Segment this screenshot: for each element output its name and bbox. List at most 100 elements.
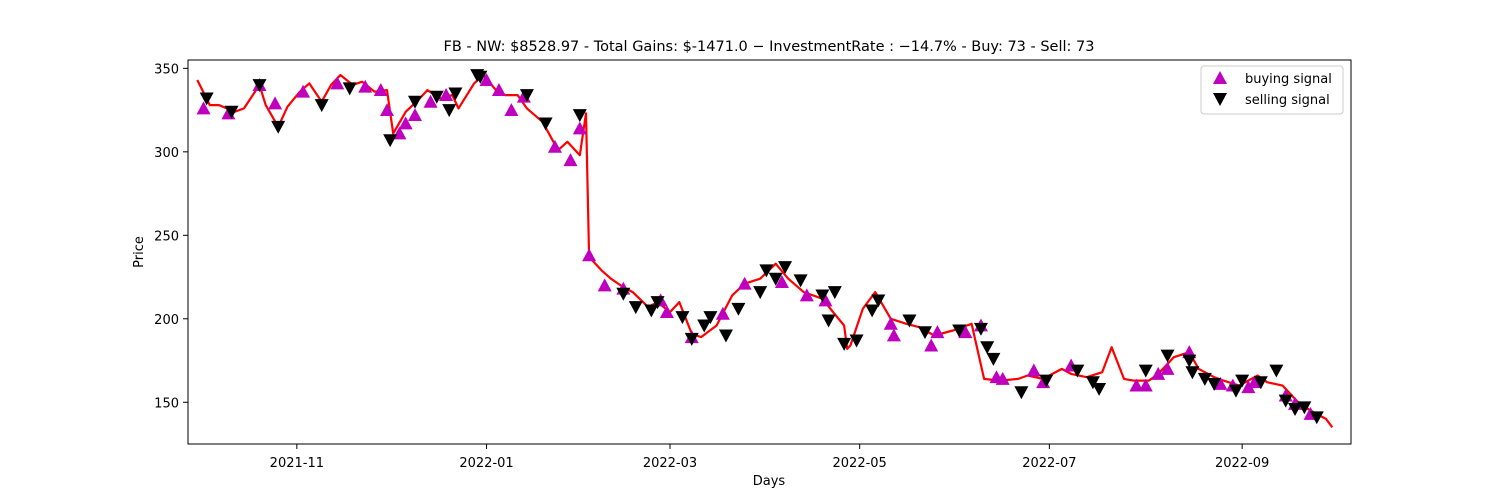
- sell-signal-marker: [1039, 374, 1054, 388]
- buy-signal-marker: [439, 88, 454, 102]
- sell-signal-marker: [837, 337, 852, 351]
- sell-signal-marker: [442, 104, 457, 118]
- sell-signal-marker: [1288, 402, 1303, 416]
- x-tick-label: 2022-09: [1215, 456, 1269, 471]
- sell-signal-marker: [224, 105, 239, 119]
- sell-signal-marker: [1160, 349, 1175, 363]
- y-tick-label: 350: [154, 62, 179, 77]
- sell-signal-marker: [1269, 364, 1284, 378]
- buy-signal-marker: [330, 76, 345, 90]
- sell-signal-marker: [616, 287, 631, 301]
- sell-signal-marker: [1185, 366, 1200, 380]
- buy-signal-marker: [380, 103, 395, 117]
- sell-signal-marker: [519, 89, 534, 103]
- sell-signal-marker: [697, 319, 712, 333]
- buy-signal-marker: [737, 276, 752, 290]
- buy-signal-marker: [423, 94, 438, 108]
- sell-signal-marker: [383, 134, 398, 148]
- buy-signal-marker: [1160, 361, 1175, 375]
- sell-signal-marker: [473, 70, 488, 84]
- buy-signal-marker: [408, 108, 423, 122]
- sell-signal-marker: [703, 311, 718, 325]
- sell-signal-marker: [753, 286, 768, 300]
- sell-signal-marker: [1197, 372, 1212, 386]
- sell-signal-marker: [684, 332, 699, 346]
- buy-signal-marker: [659, 305, 674, 319]
- sell-signal-marker: [408, 95, 423, 109]
- sell-signal-marker: [849, 334, 864, 348]
- buy-signal-marker: [1241, 380, 1256, 394]
- legend-buy-label: buying signal: [1245, 72, 1332, 87]
- buy-signal-marker: [818, 293, 833, 307]
- buy-signal-marker: [196, 101, 211, 115]
- sell-signal-marker: [538, 117, 553, 131]
- sell-signal-marker: [1309, 411, 1324, 425]
- x-axis-label: Days: [753, 474, 786, 489]
- x-axis: 2021-11 2022-01 2022-03 2022-05 2022-07 2022-…: [270, 444, 1269, 471]
- buy-signal-marker: [1213, 376, 1228, 390]
- buy-signal-marker: [547, 139, 562, 153]
- series-layer: [196, 69, 1334, 428]
- sell-signal-marker: [429, 90, 444, 104]
- sell-signal-marker: [1182, 354, 1197, 368]
- sell-signal-marker: [1138, 364, 1153, 378]
- buy-signal-marker: [572, 121, 587, 135]
- sell-signal-marker: [1014, 386, 1029, 400]
- legend: buying signal selling signal: [1200, 65, 1344, 115]
- sell-signal-marker: [572, 109, 587, 123]
- y-axis-label: Price: [132, 236, 147, 268]
- buy-signal-marker: [479, 73, 494, 86]
- y-tick-label: 250: [154, 229, 179, 244]
- legend-buy-marker: [1213, 71, 1227, 84]
- buy-signal-marker: [930, 325, 945, 339]
- buy-signal-marker: [504, 103, 519, 117]
- buy-signal-marker: [491, 83, 506, 97]
- sell-signal-marker: [675, 311, 690, 325]
- sell-signal-marker: [342, 82, 357, 96]
- buy-signal-marker: [597, 278, 612, 292]
- sell-signal-marker: [778, 261, 793, 275]
- sell-signal-marker: [731, 302, 746, 316]
- buy-signal-marker: [358, 79, 373, 93]
- buy-signal-marker: [883, 316, 898, 330]
- buy-signal-marker: [1247, 375, 1262, 389]
- buy-signal-marker: [582, 248, 597, 262]
- sell-signal-marker: [980, 341, 995, 355]
- sell-signal-marker: [821, 314, 836, 328]
- buy-signal-marker: [1129, 378, 1144, 392]
- sell-signal-marker: [199, 92, 214, 106]
- sell-signal-marker: [1278, 394, 1293, 408]
- buy-signal-marker: [268, 96, 283, 110]
- sell-signal-marker: [827, 286, 842, 300]
- sell-signal-marker: [986, 352, 1001, 366]
- buy-signal-marker: [398, 116, 413, 130]
- sell-signal-marker: [768, 272, 783, 286]
- y-tick-label: 300: [154, 146, 179, 161]
- y-tick-label: 200: [154, 313, 179, 328]
- buy-signal-marker: [1026, 363, 1041, 377]
- plot-area: 150 200 250 300 350 2021-11 2022-01 2022-03 202…: [154, 59, 1352, 471]
- sell-signal-marker: [917, 326, 932, 340]
- sell-signal-marker: [952, 324, 967, 338]
- sell-signal-marker: [871, 294, 886, 308]
- sell-signal-marker: [973, 322, 988, 336]
- sell-signal-marker: [448, 87, 463, 101]
- sell-signal-marker: [1297, 401, 1312, 415]
- sell-signal-marker: [1207, 377, 1222, 391]
- sell-signal-marker: [793, 274, 808, 288]
- buy-signal-marker: [1138, 378, 1153, 392]
- sell-signal-marker: [815, 289, 830, 303]
- y-tick-label: 150: [154, 396, 179, 411]
- x-tick-label: 2021-11: [270, 456, 324, 471]
- sell-signal-marker: [252, 79, 267, 93]
- y-axis: 150 200 250 300 350: [154, 62, 188, 411]
- x-tick-label: 2022-03: [643, 456, 697, 471]
- legend-box: [1200, 65, 1344, 115]
- buy-signal-marker: [715, 306, 730, 320]
- buy-signal-marker: [886, 328, 901, 342]
- buy-signal-marker: [296, 84, 311, 98]
- sell-signal-marker: [1235, 374, 1250, 388]
- sell-signal-marker: [314, 99, 329, 113]
- sell-signal-marker: [1253, 376, 1268, 390]
